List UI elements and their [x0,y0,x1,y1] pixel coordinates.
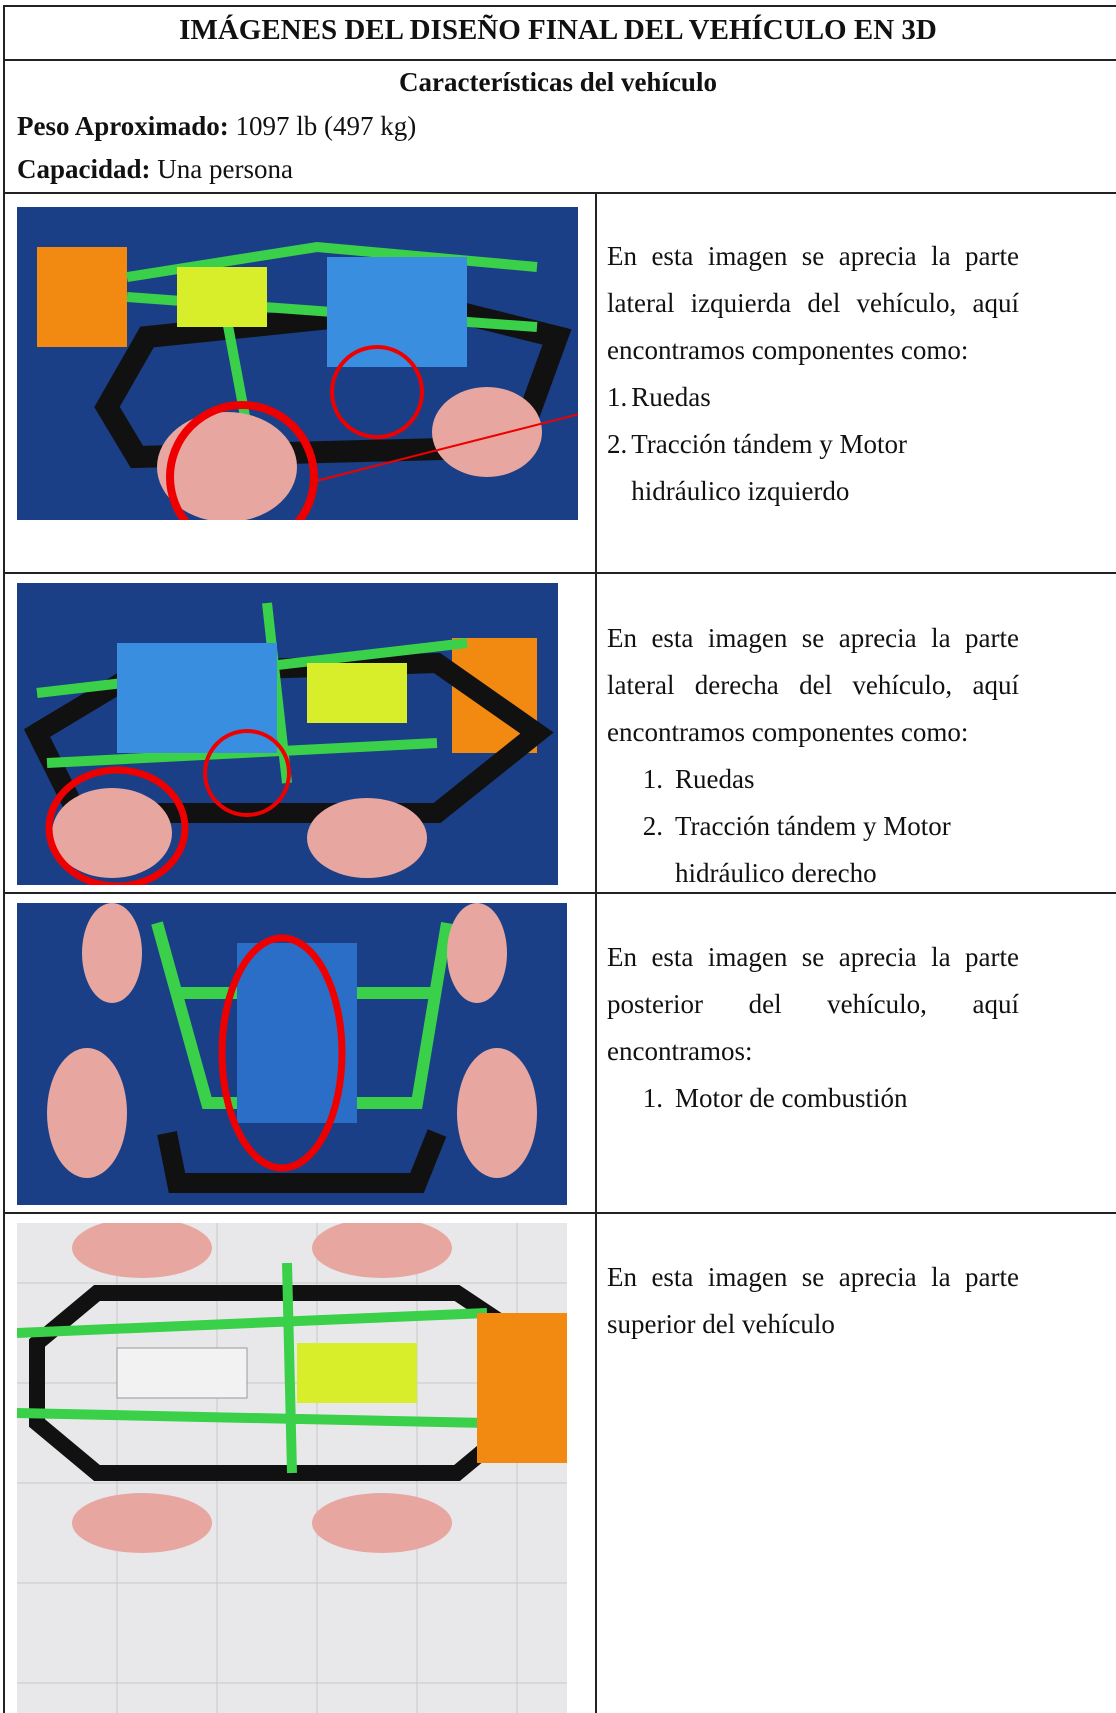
vehicle-image [17,1223,567,1713]
title: IMÁGENES DEL DISEÑO FINAL DEL VEHÍCULO E… [179,14,937,46]
item-number: 2. [642,811,663,841]
vehicle-image [17,207,578,520]
item-text: Tracción tándem y Motor hidráulico izqui… [631,429,907,506]
description: En esta imagen se aprecia la parte later… [607,241,1019,365]
subtitle: Características del vehículo [399,67,717,97]
item-text: Ruedas [631,382,711,412]
list-item: 1. Ruedas [607,374,1019,421]
rule [3,892,1116,894]
spec-value: Una persona [157,154,293,184]
vehicle-image [17,583,558,885]
spec-label: Peso Aproximado: [17,111,229,141]
item-number: 1. [607,382,628,412]
list-item: 1. Motor de combustión [607,1075,1019,1122]
row-text: En esta imagen se aprecia la parte super… [607,1254,1019,1348]
item-text: Motor de combustión [675,1083,908,1113]
spec: Capacidad: Una persona [17,147,293,191]
rule [3,5,1116,7]
rule [3,5,5,1713]
description: En esta imagen se aprecia la parte super… [607,1262,1019,1339]
list-item: 2. Tracción tándem y Motor hidráulico der… [607,803,1019,897]
item-number: 2. [607,429,628,459]
item-number: 1. [642,764,663,794]
spec: Peso Aproximado: 1097 lb (497 kg) [17,104,416,148]
spec-value: 1097 lb (497 kg) [235,111,417,141]
row-text: En esta imagen se aprecia la parte later… [607,615,1019,897]
list-item: 2. Tracción tándem y Motor hidráulico izq… [607,421,1019,515]
rule [3,59,1116,61]
item-text: Ruedas [675,764,755,794]
rule [595,192,597,1713]
list-item: 1. Ruedas [607,756,1019,803]
row-text: En esta imagen se aprecia la parte later… [607,233,1019,515]
description: En esta imagen se aprecia la parte later… [607,623,1019,747]
rule [3,192,1116,194]
row-text: En esta imagen se aprecia la parte poste… [607,934,1019,1122]
item-number: 1. [642,1083,663,1113]
rule [3,1212,1116,1214]
vehicle-image [17,903,567,1205]
item-text: Tracción tándem y Motor hidráulico derec… [675,811,951,888]
spec-label: Capacidad: [17,154,151,184]
description: En esta imagen se aprecia la parte poste… [607,942,1019,1066]
rule [3,572,1116,574]
